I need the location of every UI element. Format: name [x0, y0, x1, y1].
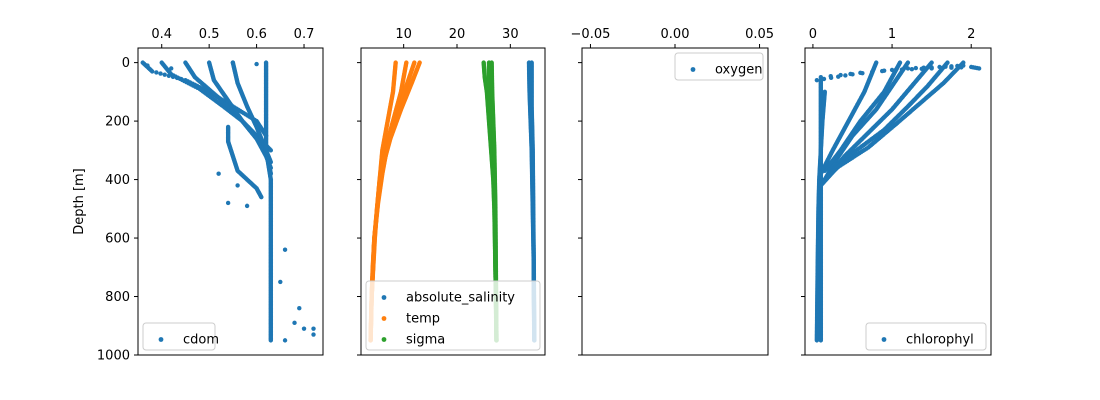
data-point [838, 72, 843, 78]
x-tick-label: 0 [809, 27, 817, 42]
legend: chlorophyl [865, 322, 987, 351]
y-tick-label: 1000 [97, 349, 130, 364]
data-point [154, 70, 159, 75]
legend-label: absolute_salinity [406, 291, 515, 306]
y-axis-label: Depth [m] [72, 168, 87, 235]
data-point [818, 183, 824, 188]
legend-marker [158, 337, 164, 342]
panel-oxygen: −0.05 0.00 0.05 oxygen [571, 27, 774, 356]
legend-box [142, 322, 216, 351]
axes-frame [137, 47, 324, 356]
legend-box [365, 280, 541, 351]
legend: cdom [142, 322, 219, 351]
data-point [814, 338, 820, 343]
data-point [858, 70, 863, 76]
legend-marker [881, 337, 887, 342]
data-point [881, 68, 887, 73]
data-point [169, 66, 174, 71]
x-tick-label: 2 [967, 27, 975, 42]
data-point [292, 320, 297, 326]
data-point [848, 71, 853, 77]
legend-label: oxygen [715, 63, 762, 78]
data-point [913, 65, 919, 71]
x-tick-label: 0.00 [661, 27, 690, 42]
x-tick-label: 0.05 [745, 27, 774, 42]
series-cdom [140, 60, 316, 343]
x-tick-label: 20 [449, 27, 466, 42]
legend-label: chlorophyl [906, 333, 974, 348]
data-point [818, 171, 824, 176]
data-point [150, 69, 155, 74]
data-points-salinity-temp-sigma [368, 60, 537, 343]
data-point [235, 183, 240, 188]
data-point [311, 332, 316, 337]
data-point [244, 203, 250, 209]
x-tick-label: 0.4 [151, 27, 172, 42]
series-chlorophyl [814, 60, 982, 343]
legend-marker [381, 337, 387, 342]
panel-cdom: 0.4 0.5 0.6 0.7 0 200 400 600 800 1000 Depth [m] cd… [72, 27, 324, 364]
axes-frame [360, 47, 546, 356]
legend-box [865, 322, 987, 351]
x-tick-label: −0.05 [571, 27, 611, 42]
y-tick-label: 400 [105, 173, 130, 188]
x-tick-label: 1 [888, 27, 896, 42]
data-point [814, 77, 820, 83]
axes-frame [804, 47, 992, 356]
panel-chlorophyl: 0 1 2 chlorophyl [801, 27, 992, 356]
legend-label: sigma [406, 333, 445, 348]
data-point [145, 63, 150, 68]
legend-marker [690, 67, 696, 72]
data-point [818, 338, 824, 343]
legend-label: temp [406, 312, 440, 327]
y-tick-label: 800 [105, 290, 130, 305]
data-point [909, 66, 915, 72]
legend: oxygen [674, 52, 764, 81]
data-point [254, 61, 259, 67]
data-point [949, 64, 954, 69]
x-tick-label: 0.6 [246, 27, 267, 42]
data-point [230, 60, 236, 65]
data-points-chlorophyl [814, 60, 982, 343]
data-point [225, 200, 231, 206]
data-point [282, 338, 288, 343]
data-point [976, 66, 982, 71]
data-point [268, 148, 274, 153]
legend-marker [381, 316, 387, 321]
x-tick-label: 0.7 [294, 27, 315, 42]
legend-marker [381, 295, 387, 300]
legend-label: cdom [183, 333, 219, 348]
data-points-cdom [140, 60, 316, 343]
y-tick-label: 0 [122, 56, 130, 71]
data-point [311, 326, 316, 331]
data-point [828, 73, 833, 79]
legend-box [674, 52, 764, 81]
y-tick-label: 200 [105, 115, 130, 130]
x-tick-label: 0.5 [199, 27, 220, 42]
data-point [259, 194, 264, 200]
data-point [158, 71, 163, 76]
data-point [278, 279, 283, 285]
data-point [216, 171, 221, 176]
data-point [282, 247, 288, 252]
data-point [297, 306, 302, 311]
data-point [843, 73, 848, 78]
x-tick-label: 10 [395, 27, 412, 42]
data-point [162, 72, 167, 77]
data-point [268, 338, 274, 343]
x-tick-label: 30 [502, 27, 519, 42]
axes-frame [581, 47, 769, 356]
y-tick-label: 600 [105, 232, 130, 247]
data-point [301, 326, 307, 331]
